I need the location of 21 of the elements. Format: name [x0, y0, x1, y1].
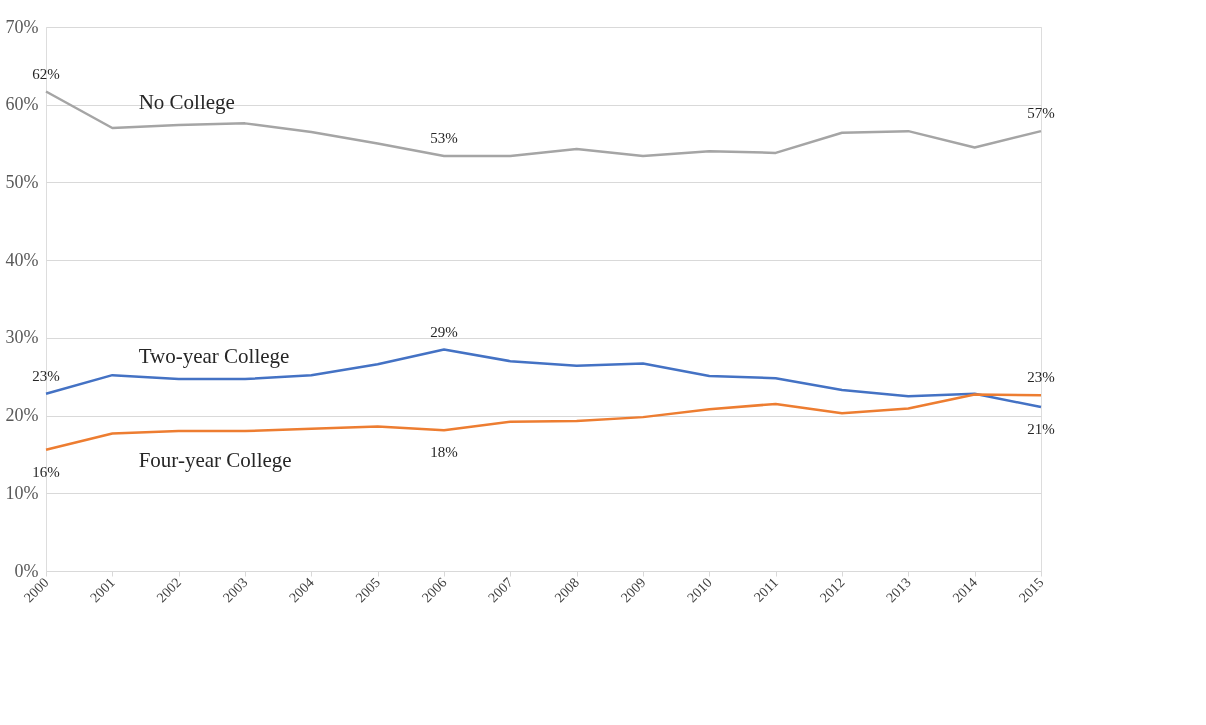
- data-label: 18%: [430, 444, 458, 461]
- data-label: 29%: [430, 323, 458, 340]
- y-tick-label: 0%: [14, 560, 39, 581]
- data-label: 23%: [1027, 369, 1055, 386]
- data-label: 23%: [32, 367, 60, 384]
- y-tick-label: 60%: [5, 94, 39, 115]
- data-label: 21%: [1027, 421, 1055, 438]
- y-tick-label: 20%: [5, 405, 39, 426]
- data-label: 53%: [430, 130, 458, 147]
- series-label: No College: [138, 89, 235, 114]
- series-label: Two-year College: [138, 344, 290, 369]
- series-label: Four-year College: [138, 448, 292, 473]
- y-tick-label: 40%: [5, 249, 39, 270]
- x-tick-label: 2011: [751, 574, 782, 605]
- data-label: 16%: [32, 463, 60, 480]
- y-tick-label: 70%: [5, 16, 39, 37]
- y-tick-label: 10%: [5, 482, 39, 503]
- data-label: 62%: [32, 65, 60, 82]
- y-tick-label: 30%: [5, 327, 39, 348]
- data-label: 57%: [1027, 105, 1055, 122]
- y-tick-label: 50%: [5, 171, 39, 192]
